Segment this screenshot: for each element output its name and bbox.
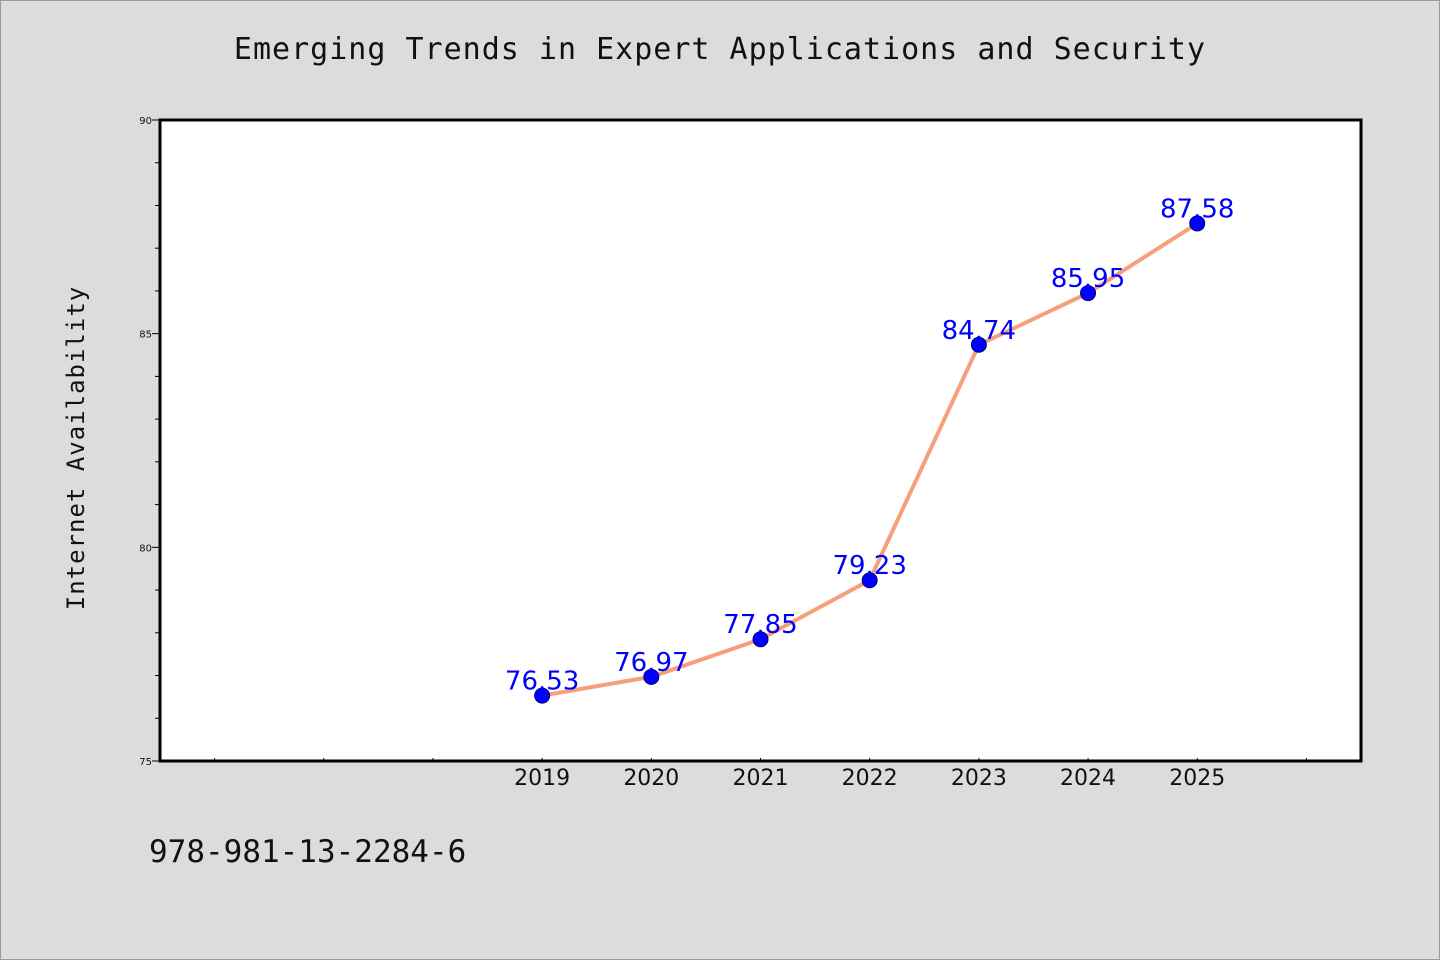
x-tick-label: 2021 — [733, 766, 789, 791]
data-label: 77.85 — [723, 610, 797, 640]
x-tick-label: 2024 — [1060, 766, 1116, 791]
x-tick-label: 2019 — [514, 766, 570, 791]
y-tick-label: 80 — [139, 543, 152, 554]
chart-title: Emerging Trends in Expert Applications a… — [233, 32, 1207, 67]
series-layer — [534, 215, 1206, 704]
y-axis: 75 80 85 90 — [139, 116, 160, 768]
data-point — [643, 668, 660, 685]
data-point — [534, 687, 551, 704]
data-label-layer: 76.53 76.97 77.85 79.23 84.74 85.95 87.58 — [505, 194, 1235, 696]
data-label: 87.58 — [1160, 194, 1234, 224]
plot-area — [158, 118, 1363, 763]
data-label: 85.95 — [1051, 264, 1125, 294]
x-tick-label: 2022 — [842, 766, 898, 791]
data-label: 76.53 — [505, 667, 579, 697]
data-label: 79.23 — [832, 551, 906, 581]
data-label: 76.97 — [614, 648, 688, 678]
data-point — [970, 336, 987, 353]
y-tick-label: 90 — [139, 116, 152, 127]
data-label: 84.74 — [942, 316, 1016, 346]
isbn-text: 978-981-13-2284-6 — [149, 834, 467, 870]
x-tick-label: 2020 — [623, 766, 679, 791]
x-axis: 2019 2020 2021 2022 2023 2024 2025 — [214, 758, 1307, 791]
data-point — [861, 572, 878, 589]
data-point — [1189, 215, 1206, 232]
x-tick-label: 2025 — [1169, 766, 1225, 791]
data-point — [1080, 285, 1097, 302]
x-tick-label: 2023 — [951, 766, 1007, 791]
y-tick-label: 85 — [139, 330, 152, 341]
y-tick-label: 75 — [139, 757, 152, 768]
data-point — [752, 631, 769, 648]
